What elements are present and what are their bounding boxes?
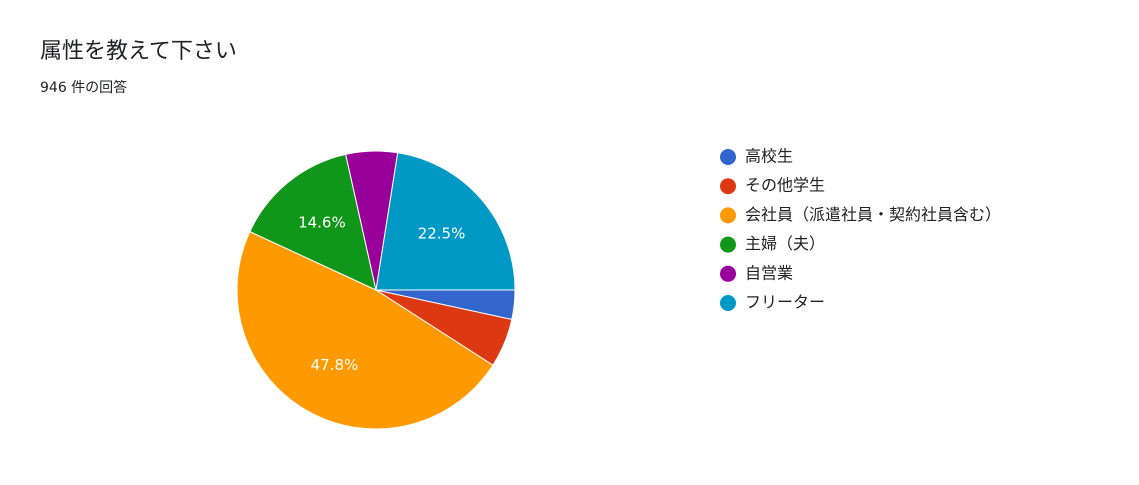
data-label: 47.8% [311, 356, 359, 374]
legend-marker [720, 295, 736, 311]
legend-label: その他学生 [745, 176, 825, 195]
legend-label: 自営業 [745, 263, 793, 282]
pie-slice [249, 153, 377, 291]
legend-label: 会社員（派遣社員・契約社員含む） [745, 205, 1001, 224]
pie-slice [375, 152, 516, 291]
data-label: 22.5% [418, 225, 466, 243]
chart-subtitle: 946 件の回答 [40, 79, 127, 96]
legend-label: フリーター [745, 293, 825, 312]
legend-label: 主婦（夫） [745, 234, 825, 253]
chart-title: 属性を教えて下さい [40, 39, 237, 64]
legend-label: 高校生 [745, 147, 793, 166]
pie-slice [236, 230, 494, 430]
legend-marker [720, 236, 736, 253]
legend-marker [720, 265, 736, 282]
legend-marker [720, 178, 736, 195]
data-label: 14.6% [298, 213, 346, 231]
legend-marker [720, 207, 736, 224]
legend-marker [720, 149, 736, 165]
